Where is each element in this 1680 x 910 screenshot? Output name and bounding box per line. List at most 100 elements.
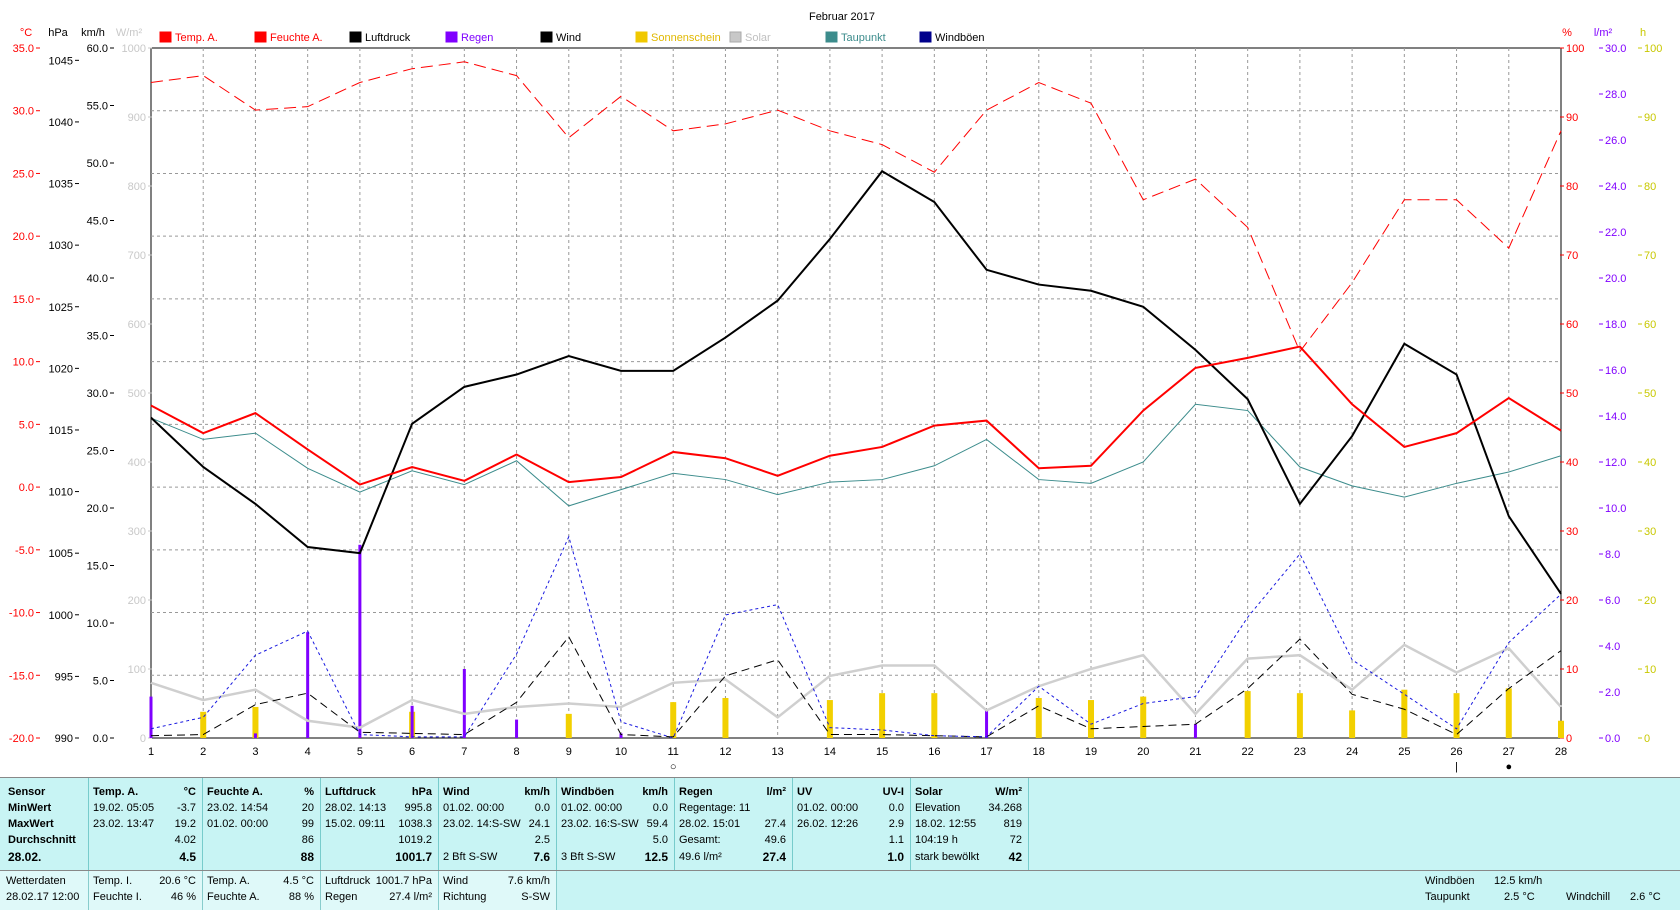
solar-current-value: 42	[1008, 850, 1022, 864]
x-tick-label: 27	[1503, 746, 1515, 758]
luftdruck-avg-value: 1019.2	[398, 834, 432, 846]
wind-value: 7.6 km/h	[507, 875, 550, 887]
wetterdaten-label: Wetterdaten	[6, 875, 66, 887]
solar-tick-label: 700	[128, 250, 146, 262]
solar-avg-value: 72	[1009, 834, 1022, 846]
legend-swatch	[825, 31, 838, 43]
kmh-tick-label: 20.0	[87, 503, 108, 515]
feuchte-header: Feuchte A.	[207, 786, 263, 798]
sunshine-bar	[1088, 700, 1094, 738]
rain-bar	[253, 733, 257, 738]
pct-tick-label: 70	[1566, 250, 1578, 262]
temp-column: Temp. A. °C 19.02. 05:05 -3.7 23.02. 13:…	[89, 778, 203, 871]
luftdruck-line	[150, 169, 1562, 595]
solar-tick-label: 800	[128, 181, 146, 193]
pct-tick-label: 90	[1566, 112, 1578, 124]
sun-tick-label: 10	[1644, 664, 1656, 676]
sunshine-bar	[1244, 691, 1251, 738]
temp-tick-label: -10.0	[9, 608, 34, 620]
pct-tick-label: 100	[1566, 43, 1584, 55]
footer-pressure-box: Luftdruck 1001.7 hPa Regen 27.4 l/m²	[321, 871, 439, 910]
wind-max-time: 23.02. 14:S-SW	[443, 818, 521, 830]
wind-avg-value: 2.5	[534, 834, 550, 846]
sunshine-bar	[1296, 693, 1303, 738]
rain-bar	[619, 733, 623, 738]
pct-tick-label: 0	[1566, 733, 1572, 745]
weather-chart: Februar 2017 °C hPa km/h W/m²% l/m² h Temp. A…	[9, 11, 1662, 773]
solar-tick-label: 300	[128, 526, 146, 538]
pct-tick-label: 80	[1566, 181, 1578, 193]
sun-tick-label: 70	[1644, 250, 1656, 262]
regentage-label: Regentage: 11	[679, 802, 751, 814]
plot-frame	[150, 47, 1562, 739]
wetterdaten-date: 28.02.17 12:00	[6, 891, 80, 903]
hpa-tick-label: 1040	[49, 117, 73, 129]
wind-column: Wind km/h 01.02. 00:00 0.0 23.02. 14:S-S…	[439, 778, 557, 871]
legend-label: Windböen	[935, 32, 985, 44]
temp-min-time: 19.02. 05:05	[93, 802, 155, 814]
pct-tick-label: 40	[1566, 457, 1578, 469]
wind-label: Wind	[443, 875, 469, 887]
x-tick-label: 4	[305, 746, 311, 758]
temp-tick-label: 25.0	[13, 168, 34, 180]
footer-windboeen-label: Windböen	[1425, 875, 1475, 887]
x-tick-label: 6	[409, 746, 415, 758]
sun-tick-label: 40	[1644, 457, 1656, 469]
sun-tick-label: 90	[1644, 112, 1656, 124]
x-tick-label: 10	[615, 746, 627, 758]
luftdruck-column: Luftdruck hPa 28.02. 14:13 995.8 15.02. …	[321, 778, 439, 871]
solar-axis-header: W/m²	[116, 27, 143, 39]
kmh-axis-header: km/h	[81, 27, 105, 39]
wind-min-value: 0.0	[534, 802, 550, 814]
windboeen-current-value: 12.5	[644, 850, 668, 864]
x-tick-label: 23	[1294, 746, 1306, 758]
luftdruck-max-value: 1038.3	[398, 818, 432, 830]
rain-tick-label: 0.0	[1605, 733, 1620, 745]
x-tick-label: 11	[668, 746, 679, 758]
sun-tick-label: 20	[1644, 595, 1656, 607]
kmh-tick-label: 60.0	[87, 43, 108, 55]
temp-header: Temp. A.	[93, 786, 139, 798]
temp-tick-label: 10.0	[13, 357, 34, 369]
luftdruck-header: Luftdruck	[325, 786, 376, 798]
footer-taupunkt-label: Taupunkt	[1425, 891, 1470, 903]
moon-phase-marker: ●	[1505, 761, 1512, 773]
uv-max-value: 2.9	[888, 818, 904, 830]
wind-current-value: 7.6	[533, 850, 550, 864]
regen-unit: l/m²	[766, 786, 786, 798]
windboeen-line	[150, 535, 1562, 739]
x-tick-label: 7	[461, 746, 467, 758]
footer-windchill-label: Windchill	[1566, 891, 1611, 903]
statistics-table: Sensor MinWert MaxWert Durchschnitt 28.0…	[0, 777, 1680, 871]
x-tick-label: 16	[928, 746, 940, 758]
windboeen-min-value: 0.0	[652, 802, 668, 814]
temp-axis-header: °C	[20, 27, 32, 39]
taupunkt-line	[150, 403, 1562, 507]
legend-label: Solar	[745, 32, 771, 44]
sunshine-bar	[826, 700, 833, 738]
kmh-tick-label: 15.0	[87, 561, 108, 573]
uv-avg-value: 1.1	[888, 834, 904, 846]
temp-a-value: 4.5 °C	[283, 875, 314, 887]
solar-column: Solar W/m² Elevation 34.268 18.02. 12:55…	[911, 778, 1029, 871]
x-tick-label: 3	[252, 746, 258, 758]
x-tick-label: 2	[200, 746, 206, 758]
sunshine-bar	[1140, 696, 1147, 738]
pct-tick-label: 60	[1566, 319, 1578, 331]
x-tick-label: 13	[772, 746, 784, 758]
luft-label: Luftdruck	[325, 875, 371, 887]
rain-tick-label: 6.0	[1605, 595, 1620, 607]
sun-tick-label: 30	[1644, 526, 1656, 538]
rain-tick-label: 26.0	[1605, 135, 1626, 147]
x-tick-label: 8	[513, 746, 519, 758]
regen-header: Regen	[679, 786, 713, 798]
windboeen-max-value: 59.4	[646, 818, 668, 830]
windboeen-column: Windböen km/h 01.02. 00:00 0.0 23.02. 16…	[557, 778, 675, 871]
rain-axis-header: l/m²	[1594, 27, 1613, 39]
footer-windchill-value: 2.6 °C	[1630, 891, 1661, 903]
rain-bar	[410, 705, 414, 738]
uv-max-time: 26.02. 12:26	[797, 818, 859, 830]
legend-label: Feuchte A.	[270, 32, 323, 44]
temp-unit: °C	[183, 786, 196, 798]
durchschnitt-label: Durchschnitt	[8, 834, 76, 846]
